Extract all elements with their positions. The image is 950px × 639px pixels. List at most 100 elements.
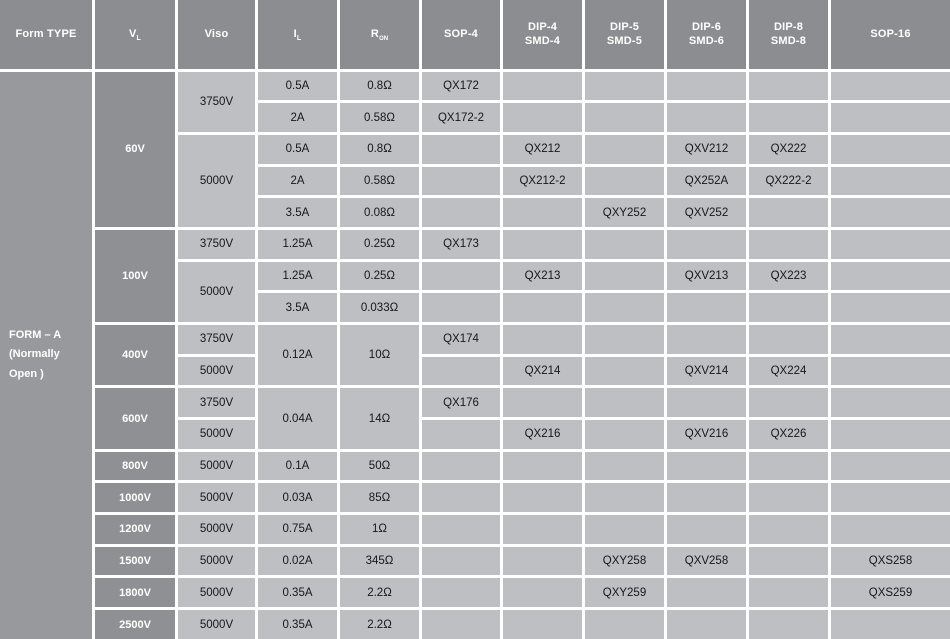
table-row: 800V 5000V 0.1A 50Ω [0,451,950,481]
cell-il: 1.25A [258,261,337,291]
cell-dip6: QXV212 [667,134,746,164]
cell-ron: 0.033Ω [340,293,419,323]
il-subscript: L [296,35,302,43]
cell-il: 2A [258,166,337,196]
cell-dip8 [749,198,828,227]
cell-ron: 0.8Ω [340,134,419,164]
cell-viso: 5000V [178,356,255,386]
cell-vl: 1000V [95,483,175,513]
table-row: 600V 3750V 0.04A 14Ω QX176 [0,388,950,449]
cell-ron: 0.8Ω [340,71,419,101]
cell-vl: 2500V [95,610,175,639]
cell-dip5 [585,420,664,449]
vl-subscript: L [136,35,142,43]
cell-dip6 [667,515,746,544]
cell-vl: 1500V [95,546,175,576]
cell-sop16 [831,325,950,354]
cell-ron: 2.2Ω [340,610,419,639]
cell-il: 0.35A [258,610,337,639]
col-header-viso: Viso [178,0,255,69]
cell-dip8 [749,103,828,132]
cell-dip4 [503,610,582,639]
table-row: 5000V QX214 QXV214 QX224 [0,356,950,386]
il-symbol: I [293,28,297,41]
cell-viso: 5000V [178,578,255,608]
cell-sop4 [422,483,500,513]
cell-dip8 [749,483,828,513]
vl-symbol: V [128,28,137,41]
cell-viso: 5000V [178,451,255,481]
cell-ron: 14Ω [340,388,419,449]
col-header-sop16: SOP-16 [831,0,950,69]
cell-viso: 5000V [178,546,255,576]
cell-sop4 [422,134,500,164]
cell-dip6: QXV258 [667,546,746,576]
cell-il: 3.5A [258,293,337,323]
cell-viso: 5000V [178,610,255,639]
cell-dip8: QX224 [749,356,828,386]
cell-sop16: QXS258 [831,546,950,576]
cell-dip4: QX213 [503,261,582,291]
cell-dip4 [503,578,582,608]
dip5-label: DIP-5 [609,21,640,34]
cell-sop16 [831,166,950,196]
cell-dip4 [503,325,582,354]
cell-viso: 5000V [178,483,255,513]
cell-dip4 [503,515,582,544]
cell-dip4: QX212-2 [503,166,582,196]
cell-il: 1.25A [258,230,337,259]
cell-dip4 [503,103,582,132]
cell-il: 0.5A [258,71,337,101]
cell-dip6 [667,451,746,481]
cell-vl: 1200V [95,515,175,544]
cell-sop4 [422,451,500,481]
table-row: 5000V 1.25A 0.25Ω QX213 QXV213 QX223 [0,261,950,323]
ron-subscript: ON [379,36,389,43]
cell-dip5 [585,388,664,418]
smd8-label: SMD-8 [770,35,807,48]
cell-sop4 [422,546,500,576]
smd4-label: SMD-4 [524,35,561,48]
cell-dip6 [667,293,746,323]
cell-ron: 0.25Ω [340,230,419,259]
table-row: 2A 0.58Ω QX172-2 [0,103,950,132]
cell-vl: 400V [95,325,175,386]
cell-sop16 [831,356,950,386]
table-row: 2500V 5000V 0.35A 2.2Ω [0,610,950,639]
cell-viso: 3750V [178,325,255,354]
cell-sop4: QX174 [422,325,500,354]
cell-dip8: QX222 [749,134,828,164]
form-type-line1: FORM – A [9,328,62,341]
cell-sop16 [831,198,950,227]
cell-dip6 [667,103,746,132]
cell-sop16 [831,261,950,291]
cell-sop4: QX172 [422,71,500,101]
cell-ron: 0.25Ω [340,261,419,291]
col-header-ron: RON [340,0,419,69]
dip4-label: DIP-4 [527,21,558,34]
cell-sop4 [422,261,500,291]
cell-dip8 [749,230,828,259]
cell-sop16 [831,515,950,544]
table-row: 1500V 5000V 0.02A 345Ω QXY258 QXV258 QXS… [0,546,950,576]
col-header-vl: VL [95,0,175,69]
cell-dip5 [585,483,664,513]
cell-sop4 [422,356,500,386]
cell-sop16 [831,134,950,164]
cell-dip6 [667,230,746,259]
cell-sop16: QXS259 [831,578,950,608]
cell-dip6 [667,610,746,639]
cell-dip6 [667,483,746,513]
cell-il: 3.5A [258,198,337,227]
cell-dip6: QXV252 [667,198,746,227]
cell-dip6: QXV214 [667,356,746,386]
col-header-dip5-smd5: DIP-5 SMD-5 [585,0,664,69]
cell-sop4: QX176 [422,388,500,418]
cell-dip8 [749,451,828,481]
cell-sop16 [831,103,950,132]
cell-sop16 [831,388,950,418]
cell-dip6: QX252A [667,166,746,196]
cell-viso: 3750V [178,388,255,418]
col-header-dip4-smd4: DIP-4 SMD-4 [503,0,582,69]
